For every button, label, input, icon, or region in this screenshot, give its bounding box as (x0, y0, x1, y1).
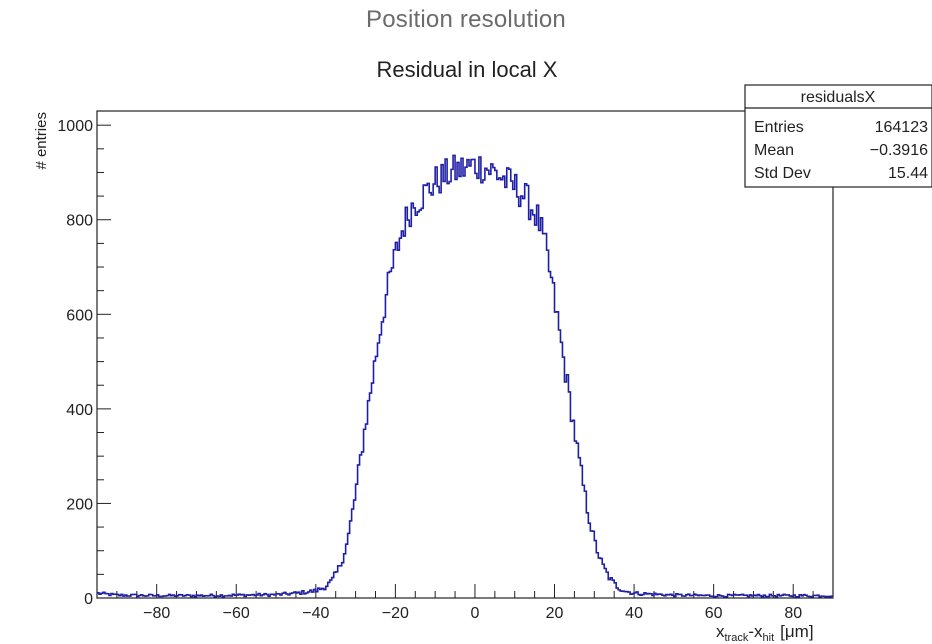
y-axis-label: # entries (33, 112, 50, 170)
stats-mean-label: Mean (754, 142, 794, 159)
page-title: Position resolution (366, 6, 566, 33)
x-tick-label: 20 (546, 605, 564, 622)
y-tick-label: 600 (66, 307, 93, 324)
xlabel-unit: [μm] (780, 622, 813, 641)
x-axis-label: xtrack-xhit [μm] (716, 622, 814, 644)
stats-stddev-label: Std Dev (754, 165, 811, 182)
x-tick-label: 80 (784, 605, 802, 622)
x-tick-label: −40 (302, 605, 329, 622)
stats-entries-value: 164123 (875, 119, 928, 136)
x-tick-label: 40 (625, 605, 643, 622)
x-tick-label: 60 (705, 605, 723, 622)
chart-title: Residual in local X (377, 57, 558, 82)
histogram-series-line (97, 154, 833, 598)
xlabel-sub1: track (725, 632, 749, 644)
y-tick-label: 1000 (57, 118, 93, 135)
xlabel-dash: - (748, 622, 754, 641)
stats-box-name: residualsX (801, 89, 876, 106)
stats-stddev-value: 15.44 (888, 165, 928, 182)
x-tick-label: −60 (223, 605, 250, 622)
x-axis: −80 −60 −40 −20 0 20 40 60 80 (116, 584, 834, 622)
x-tick-label: −80 (143, 605, 170, 622)
stats-entries-label: Entries (754, 119, 804, 136)
y-tick-label: 0 (84, 591, 93, 608)
x-tick-label: 0 (470, 605, 479, 622)
x-tick-label: −20 (382, 605, 409, 622)
y-tick-label: 400 (66, 402, 93, 419)
xlabel-sub2: hit (763, 632, 775, 644)
stats-mean-value: −0.3916 (870, 142, 928, 159)
y-axis: 0 200 400 600 800 1000 (57, 118, 111, 608)
plot-frame (96, 110, 834, 599)
stats-box: residualsX Entries 164123 Mean −0.3916 S… (744, 84, 932, 188)
xlabel-main2: x (754, 622, 763, 641)
stats-box-frame (744, 84, 932, 188)
xlabel-main1: x (716, 622, 725, 641)
y-tick-label: 200 (66, 496, 93, 513)
y-tick-label: 800 (66, 213, 93, 230)
